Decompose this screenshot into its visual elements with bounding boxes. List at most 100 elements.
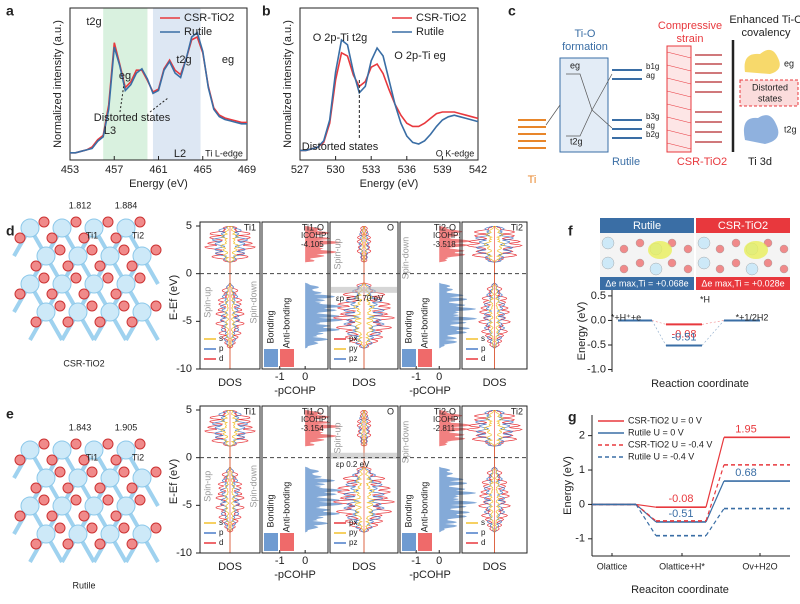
panel-title: O: [387, 406, 394, 416]
ti-atom: [36, 468, 56, 488]
legend-label: s: [219, 518, 223, 527]
cohp-legend: Bonding: [403, 310, 413, 343]
cohp-legend: Bonding: [265, 310, 275, 343]
annotation: Distorted states: [94, 112, 171, 124]
icohp-label: ICOHP:: [433, 415, 461, 424]
annotation: t2g: [176, 54, 191, 66]
o-atom: [78, 232, 90, 244]
panel-title: Ti2: [511, 222, 523, 232]
cohp-fill: [305, 281, 343, 350]
ti-atom: [52, 496, 72, 516]
charge-density: [648, 241, 672, 259]
x-tick-label: -1: [275, 555, 285, 567]
plot-frame: [199, 405, 261, 554]
cohp-fill: [305, 226, 342, 265]
ti-atom: [84, 218, 104, 238]
ti-atom: [68, 302, 88, 322]
ti-atom: [52, 274, 72, 294]
annotation: O K-edge: [436, 148, 475, 158]
ti-atom: [36, 524, 56, 544]
ti-atom: [20, 440, 40, 460]
o-atom: [46, 454, 58, 466]
x-tick-label: 533: [362, 164, 380, 176]
atom: [601, 236, 615, 250]
x-axis-title: DOS: [218, 561, 242, 573]
bond-length: 1.905: [115, 422, 138, 432]
x-tick-label: 542: [469, 164, 487, 176]
x-tick-label: 0: [436, 555, 442, 567]
series-line: [70, 31, 247, 154]
legend-label: Rutile: [416, 26, 444, 38]
cohp-legend: Anti-bonding: [419, 298, 429, 349]
value-label: -0.08: [671, 328, 696, 340]
x-tick-label: -1: [275, 371, 285, 383]
legend-label: Rutile U = -0.4 V: [628, 451, 694, 461]
ti-atom: [132, 524, 152, 544]
ti-atom: [20, 496, 40, 516]
atom: [697, 236, 711, 250]
legend-label: py: [349, 528, 357, 537]
category-label: *+H⁺+e: [611, 312, 641, 322]
level-label: states: [758, 93, 783, 103]
cohp-legend: Bonding: [265, 494, 275, 527]
level-label: b1g: [646, 62, 659, 71]
bonding-swatch: [264, 533, 278, 551]
antibonding-swatch: [280, 349, 294, 367]
y-axis-title: Energy (eV): [576, 302, 588, 361]
connector: [635, 503, 657, 508]
ti-atom: [52, 218, 72, 238]
bonding-swatch: [402, 533, 416, 551]
y-tick-label: -5: [182, 315, 192, 327]
legend-label: pz: [349, 354, 357, 363]
x-axis-title: -pCOHP: [274, 385, 316, 397]
ti-atom: [100, 468, 120, 488]
connector: [635, 503, 657, 523]
charge-label: Δe max,Ti = +0.028e: [701, 278, 784, 288]
image-header: [696, 218, 790, 233]
legend-label: CSR-TiO2 U = 0 V: [628, 415, 702, 425]
cohp-legend: Anti-bonding: [281, 482, 291, 533]
ti-label: Ti: [528, 174, 537, 186]
ti-atom: [68, 524, 88, 544]
connector: [635, 504, 657, 537]
diagram-title: covalency: [742, 27, 791, 39]
atom-label: Ti1: [86, 452, 98, 462]
o-atom: [30, 316, 42, 328]
spin-label: Spin-up: [332, 238, 342, 269]
x-tick-label: 527: [291, 164, 309, 176]
o-atom: [126, 482, 138, 494]
y-tick-label: 2: [579, 430, 585, 442]
band-center-label: εp 0.2 eV: [336, 460, 370, 469]
o-atom: [94, 316, 106, 328]
atom: [635, 238, 645, 248]
o-atom: [38, 216, 50, 228]
o-atom: [94, 482, 106, 494]
legend-label: CSR-TiO2: [184, 12, 234, 24]
y-axis-title: Normalized intensity (a.u.): [282, 20, 294, 148]
o-atom: [30, 260, 42, 272]
ti3d-label: Ti 3d: [748, 156, 772, 168]
value-label: -0.51: [668, 508, 693, 520]
annotation: Distorted states: [302, 141, 379, 153]
o-atom: [86, 244, 98, 256]
y-tick-label: 0: [186, 268, 192, 280]
strain-box: [666, 45, 692, 153]
o-atom: [86, 300, 98, 312]
panel-title: Ti2-O: [434, 406, 456, 416]
level-label: ag: [646, 71, 655, 80]
structure-name: CSR-TiO2: [63, 358, 104, 368]
connector: [651, 320, 667, 325]
connector: [545, 73, 613, 137]
ti-atom: [36, 246, 56, 266]
cohp-legend: Anti-bonding: [281, 298, 291, 349]
x-tick-label: 0: [436, 371, 442, 383]
ti-atom: [116, 218, 136, 238]
band-center-label: εp = -1.70 eV: [336, 294, 384, 303]
value-label: 1.95: [735, 423, 756, 435]
x-axis-title: Reaciton coordinate: [631, 584, 729, 596]
legend-label: d: [481, 538, 485, 547]
o-atom: [78, 510, 90, 522]
diagram-title: formation: [562, 41, 608, 53]
connector: [705, 464, 725, 522]
annotation: L2: [174, 148, 186, 160]
